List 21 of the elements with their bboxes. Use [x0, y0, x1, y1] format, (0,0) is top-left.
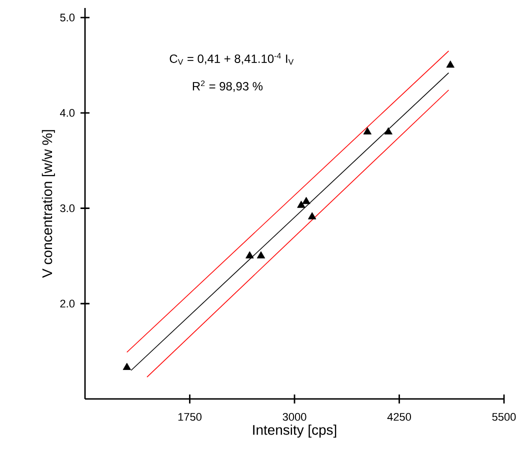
y-tick-label: 3.0 — [60, 204, 75, 212]
point — [446, 60, 454, 68]
point — [384, 127, 392, 134]
point — [363, 127, 372, 134]
point — [308, 212, 316, 220]
point — [302, 196, 310, 204]
x-tick-label: 3000 — [282, 413, 306, 421]
x-tick-label: 4250 — [387, 413, 412, 421]
x-tick-label: 5500 — [492, 413, 516, 421]
point — [246, 251, 254, 258]
point — [122, 362, 132, 370]
annotation: R$^{2}$ = 98,93 % — [192, 80, 263, 92]
x-axis-title: Intensity [cps] — [253, 424, 336, 438]
y-tick-label: 5.0 — [60, 14, 75, 22]
x-tick-label: 1750 — [178, 413, 202, 421]
point — [297, 200, 306, 208]
annotation: C$_{V}$ = 0,41 + 8,41.10$^{-4}$ I$_{V}$ — [170, 53, 294, 65]
point — [256, 251, 266, 258]
y-axis-title: V concentration [w/w %] — [42, 130, 55, 278]
y-tick-label: 4.0 — [60, 109, 75, 117]
y-tick-label: 2.0 — [60, 300, 75, 308]
